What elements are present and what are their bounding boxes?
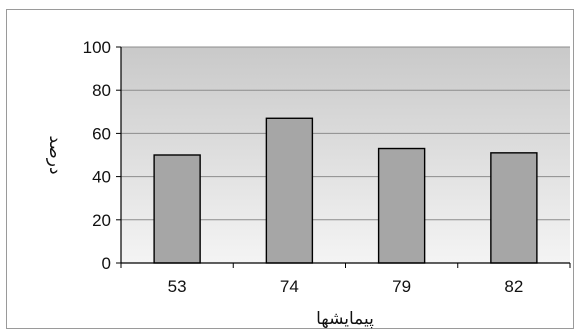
y-tick-label-60: 60 bbox=[92, 124, 111, 143]
x-tick-label-79: 79 bbox=[392, 277, 411, 296]
bars bbox=[153, 117, 538, 264]
x-tick-label-82: 82 bbox=[504, 277, 523, 296]
x-tick-labels: 53 74 79 82 bbox=[168, 277, 524, 296]
bar-74 bbox=[265, 117, 314, 264]
y-tick-label-80: 80 bbox=[92, 81, 111, 100]
x-tick-label-53: 53 bbox=[168, 277, 187, 296]
x-tick-label-74: 74 bbox=[280, 277, 299, 296]
axes bbox=[116, 46, 571, 268]
bar-79 bbox=[377, 147, 426, 264]
y-tick-labels: 0 20 40 60 80 100 bbox=[83, 38, 111, 273]
bar-53 bbox=[153, 154, 201, 264]
y-axis-label: درصد bbox=[46, 135, 65, 174]
x-axis-label: پیمایشها bbox=[316, 309, 374, 329]
bar-82 bbox=[490, 152, 538, 264]
y-tick-label-40: 40 bbox=[92, 168, 111, 187]
y-tick-label-0: 0 bbox=[102, 254, 111, 273]
y-tick-label-100: 100 bbox=[83, 38, 111, 57]
y-tick-label-20: 20 bbox=[92, 211, 111, 230]
